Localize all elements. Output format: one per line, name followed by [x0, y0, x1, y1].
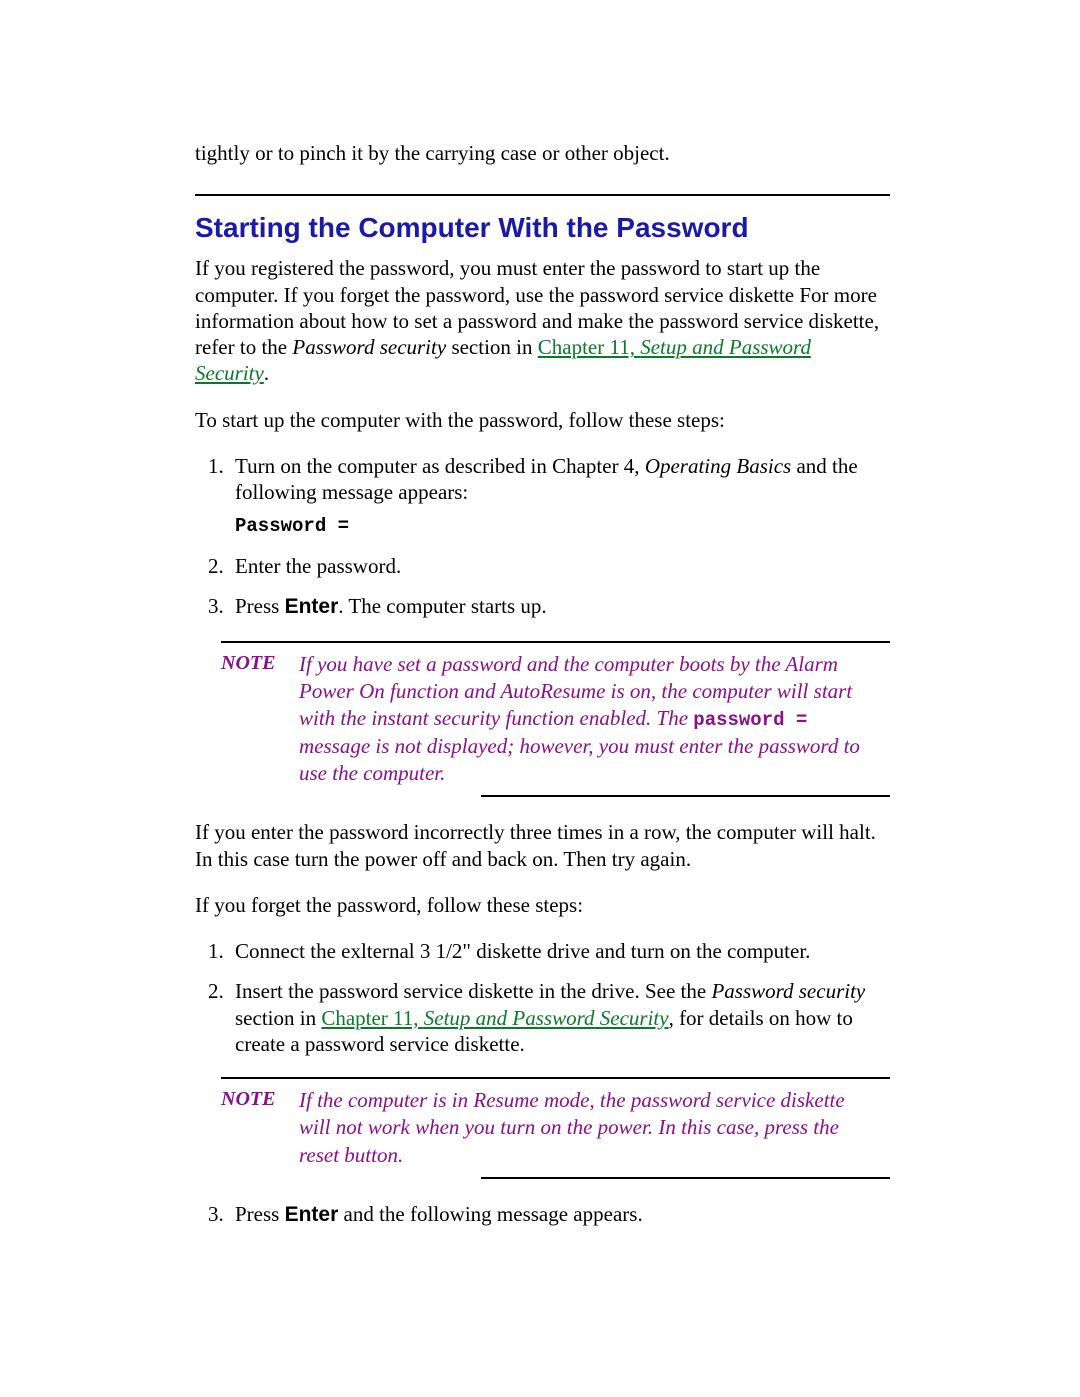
list-item: Connect the exlternal 3 1/2" diskette dr… [229, 938, 890, 964]
enter-key-2: Enter [285, 1203, 339, 1226]
list-item: Insert the password service diskette in … [229, 978, 890, 1057]
s3-pre: Press [235, 1202, 285, 1226]
note1-post: message is not displayed; however, you m… [299, 734, 860, 785]
intro-italic: Password security [292, 335, 446, 359]
link2-italic: Setup and Password Security [424, 1006, 669, 1030]
steps-list-1: Turn on the computer as described in Cha… [195, 453, 890, 621]
note-block-1: NOTE If you have set a password and the … [221, 641, 890, 798]
steps-list-2: Connect the exlternal 3 1/2" diskette dr… [195, 938, 890, 1057]
link-text: Chapter 11, [538, 335, 640, 359]
s2-italic: Password security [711, 979, 865, 1003]
chapter-11-link-2[interactable]: Chapter 11, Setup and Password Security [321, 1006, 668, 1030]
note-block-2: NOTE If the computer is in Resume mode, … [221, 1077, 890, 1179]
note-rule-bottom-2 [481, 1177, 890, 1179]
list-item: Turn on the computer as described in Cha… [229, 453, 890, 539]
note-body-2: If the computer is in Resume mode, the p… [299, 1079, 890, 1177]
document-page: tightly or to pinch it by the carrying c… [0, 0, 1080, 1397]
step1-pre: Turn on the computer as described in Cha… [235, 454, 645, 478]
step1-italic: Operating Basics [645, 454, 791, 478]
incorrect-paragraph: If you enter the password incorrectly th… [195, 819, 890, 872]
steps-intro: To start up the computer with the passwo… [195, 407, 890, 433]
note-label-2: NOTE [221, 1079, 299, 1112]
list-item: Press Enter. The computer starts up. [229, 593, 890, 620]
forget-intro: If you forget the password, follow these… [195, 892, 890, 918]
steps-list-3: Press Enter and the following message ap… [195, 1201, 890, 1228]
section-heading: Starting the Computer With the Password [195, 210, 890, 245]
enter-key: Enter [285, 595, 339, 618]
s2-pre: Insert the password service diskette in … [235, 979, 711, 1003]
lead-fragment: tightly or to pinch it by the carrying c… [195, 140, 890, 166]
section-rule [195, 194, 890, 196]
step3-post: . The computer starts up. [338, 594, 546, 618]
link2-text: Chapter 11, [321, 1006, 423, 1030]
step3-pre: Press [235, 594, 285, 618]
note-body: If you have set a password and the compu… [299, 643, 890, 796]
intro-post: . [264, 361, 269, 385]
s2-mid: section in [235, 1006, 321, 1030]
note-label: NOTE [221, 643, 299, 676]
s3-post: and the following message appears. [338, 1202, 642, 1226]
list-item: Press Enter and the following message ap… [229, 1201, 890, 1228]
list-item: Enter the password. [229, 553, 890, 579]
note-rule-bottom [481, 795, 890, 797]
password-prompt-code: Password = [235, 515, 890, 539]
intro-paragraph: If you registered the password, you must… [195, 255, 890, 386]
intro-mid: section in [446, 335, 538, 359]
note1-mono: password = [693, 709, 807, 731]
